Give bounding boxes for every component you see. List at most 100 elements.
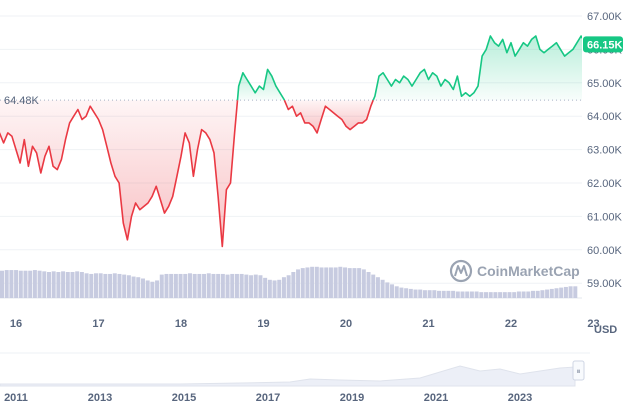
volume-bar: [432, 290, 437, 298]
x-tick-label: 19: [257, 318, 269, 330]
navigator-year-label: 2013: [88, 392, 112, 404]
y-tick-label: 61.00K: [587, 211, 623, 223]
volume-bar: [65, 272, 70, 298]
volume-bar: [310, 266, 315, 298]
volume-bar: [385, 282, 390, 298]
volume-bar: [474, 291, 479, 298]
volume-bar: [56, 272, 61, 298]
navigator-year-label: 2011: [4, 392, 28, 404]
price-line-series: [0, 35, 582, 248]
volume-bar: [361, 269, 366, 298]
volume-bar: [465, 291, 470, 298]
volume-bar: [324, 267, 329, 298]
volume-bar: [418, 289, 423, 298]
x-tick-label: 22: [505, 318, 517, 330]
volume-bar: [70, 272, 75, 298]
time-navigator[interactable]: 2011 2013 2015 2017 2019 2021 2023 ⏸: [0, 352, 590, 404]
navigator-handle-grip-icon: ⏸: [577, 367, 581, 376]
price-area-fills: [0, 36, 582, 247]
volume-bar: [272, 280, 277, 298]
volume-bar: [93, 273, 98, 298]
volume-bar: [131, 276, 136, 298]
volume-bar: [249, 275, 254, 298]
volume-bar: [244, 274, 249, 298]
volume-bar: [375, 277, 380, 298]
volume-bar: [390, 284, 395, 298]
volume-bar: [516, 291, 521, 298]
volume-bar: [169, 273, 174, 298]
down-area: [284, 100, 374, 133]
current-price-badge: 66.15K: [583, 36, 623, 53]
volume-bar: [413, 289, 418, 298]
x-tick-label: 21: [422, 318, 434, 330]
volume-bar: [150, 281, 155, 298]
volume-bar: [333, 267, 338, 298]
volume-bar: [286, 275, 291, 298]
volume-bar: [343, 267, 348, 298]
volume-bar: [512, 292, 517, 298]
volume-bar: [42, 271, 47, 298]
x-tick-label: 17: [92, 318, 104, 330]
volume-bar: [531, 290, 535, 298]
volume-bar: [493, 292, 498, 298]
x-tick-label: 18: [175, 318, 187, 330]
volume-bar: [267, 279, 272, 298]
volume-bar: [559, 287, 564, 298]
currency-unit-label: USD: [594, 324, 617, 336]
volume-bar: [136, 277, 141, 298]
y-tick-label: 67.00K: [587, 11, 623, 23]
volume-bar: [545, 289, 550, 298]
volume-bar: [305, 267, 310, 298]
volume-bar: [319, 267, 324, 298]
volume-bar: [103, 273, 108, 298]
volume-bar: [347, 268, 352, 298]
volume-bar: [202, 273, 207, 298]
volume-bar: [455, 291, 460, 298]
watermark-text: CoinMarketCap: [477, 263, 580, 279]
volume-bar: [540, 290, 545, 298]
volume-bar: [314, 266, 319, 298]
volume-bar: [526, 291, 531, 298]
volume-bar: [173, 273, 178, 298]
volume-bar: [568, 286, 573, 298]
current-price-label: 66.15K: [587, 39, 623, 51]
watermark: CoinMarketCap: [449, 259, 580, 283]
volume-bar: [178, 273, 183, 298]
navigator-overview-area: [0, 365, 576, 387]
volume-bar: [28, 270, 33, 298]
volume-bar: [220, 273, 225, 298]
volume-bar: [187, 273, 192, 298]
volume-bar: [239, 273, 244, 298]
y-tick-label: 64.00K: [587, 111, 623, 123]
volume-bar: [554, 288, 559, 298]
volume-bar: [253, 274, 258, 298]
volume-bar: [498, 292, 503, 298]
y-tick-label: 60.00K: [587, 245, 623, 257]
volume-bar: [197, 273, 202, 298]
price-line-down: [0, 100, 239, 248]
x-tick-label: 23: [587, 318, 599, 330]
reference-line-label: 64.48K: [4, 95, 40, 107]
volume-bar: [291, 272, 296, 298]
volume-bar: [328, 267, 333, 298]
volume-bar: [296, 269, 301, 298]
navigator-handle[interactable]: ⏸: [572, 360, 585, 381]
volume-bars: [0, 266, 578, 298]
volume-bar: [371, 274, 376, 298]
volume-bar: [183, 273, 188, 298]
volume-bar: [427, 290, 432, 298]
volume-bar: [126, 275, 131, 298]
volume-bar: [404, 288, 409, 298]
navigator-year-label: 2015: [172, 392, 196, 404]
volume-bar: [484, 292, 489, 298]
volume-bar: [122, 274, 127, 298]
navigator-year-label: 2021: [424, 392, 448, 404]
navigator-area-shape: [0, 365, 576, 387]
volume-bar: [460, 291, 465, 298]
volume-bar: [211, 273, 216, 298]
volume-bar: [380, 279, 385, 298]
up-area: [373, 36, 582, 101]
volume-bar: [145, 280, 150, 298]
volume-bar: [535, 290, 540, 298]
